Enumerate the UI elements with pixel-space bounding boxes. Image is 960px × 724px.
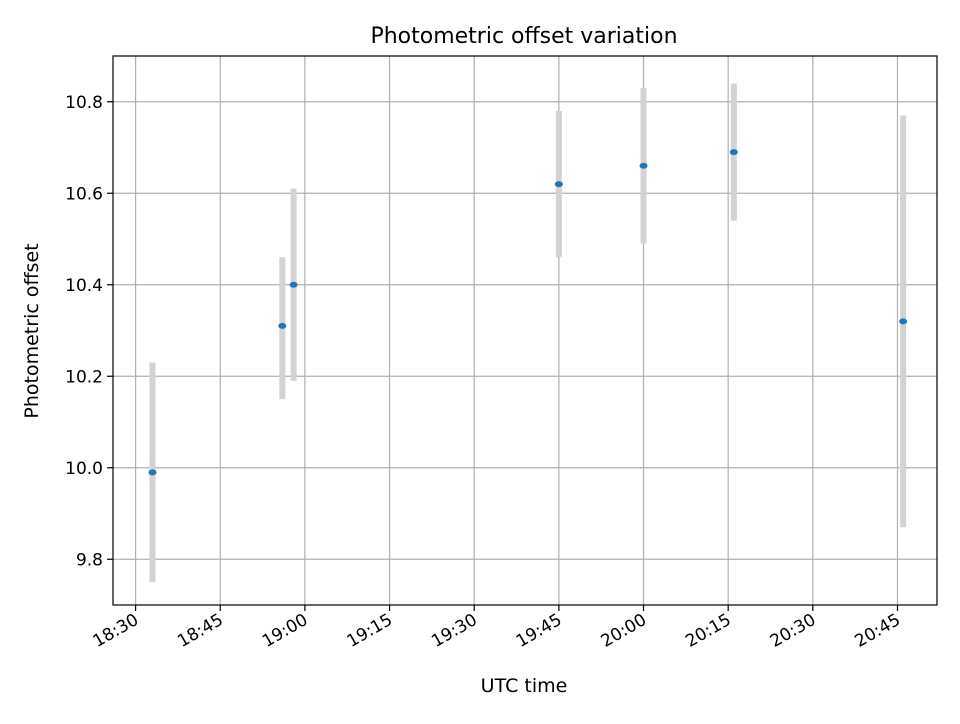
data-point — [554, 181, 563, 188]
data-point — [289, 281, 298, 288]
point-layer — [148, 149, 908, 476]
x-tick-label: 19:15 — [344, 610, 396, 652]
x-tick-label: 20:45 — [852, 610, 904, 652]
data-point — [278, 322, 287, 329]
x-tick-label: 19:45 — [513, 610, 565, 652]
grid-layer — [113, 56, 937, 605]
y-tick-label: 10.0 — [65, 459, 103, 479]
x-tick-label: 19:30 — [428, 610, 480, 652]
data-point — [729, 149, 738, 156]
axes-frame — [112, 55, 938, 606]
x-tick-label: 18:45 — [174, 610, 226, 652]
x-tick-layer: 18:30 18:45 19:00 19:15 19:30 19:45 20:00 20:15… — [90, 605, 904, 652]
y-axis-label: Photometric offset — [21, 243, 43, 418]
y-tick-label: 9.8 — [76, 550, 103, 570]
chart-title: Photometric offset variation — [370, 24, 677, 49]
data-point — [899, 318, 908, 325]
y-tick-layer: 9.8 10.0 10.2 10.4 10.6 10.8 — [65, 93, 113, 570]
x-axis-label: UTC time — [481, 675, 568, 697]
x-tick-label: 20:00 — [598, 610, 650, 652]
data-point — [639, 162, 648, 169]
x-tick-label: 20:30 — [767, 610, 819, 652]
y-tick-label: 10.4 — [65, 276, 103, 296]
y-tick-label: 10.6 — [65, 184, 103, 204]
y-tick-label: 10.8 — [65, 93, 103, 113]
x-tick-label: 18:30 — [90, 610, 142, 652]
data-point — [148, 469, 157, 476]
x-tick-label: 20:15 — [682, 610, 734, 652]
y-tick-label: 10.2 — [65, 367, 103, 387]
x-tick-label: 19:00 — [259, 610, 311, 652]
errorbar-layer — [149, 83, 907, 583]
